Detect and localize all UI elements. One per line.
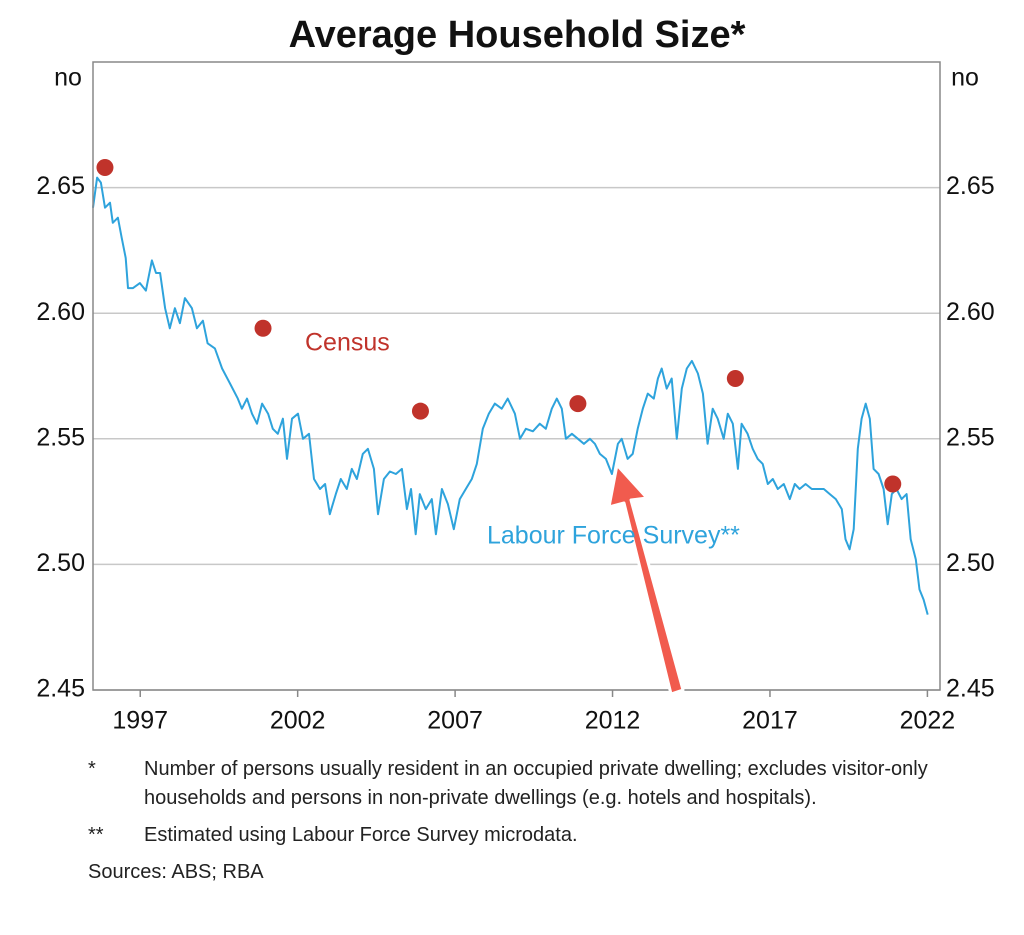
x-tick-label: 1997: [112, 707, 168, 735]
y2-tick-label: 2.65: [946, 172, 995, 200]
marks: [92, 159, 929, 615]
notes: * Number of persons usually resident in a…: [88, 755, 948, 887]
chart-title: Average Household Size*: [289, 14, 746, 56]
census-point: [884, 475, 902, 493]
x-tick-label: 2002: [270, 707, 326, 735]
y2-tick-label: 2.55: [946, 423, 995, 451]
y2-tick-label: 2.60: [946, 298, 995, 326]
census-point: [726, 370, 744, 388]
note: * Number of persons usually resident in a…: [88, 755, 948, 813]
series-line: [92, 176, 929, 615]
y2-tick-label: 2.50: [946, 549, 995, 577]
census-point: [411, 402, 429, 420]
grid: [93, 186, 940, 691]
sources: Sources: ABS; RBA: [88, 861, 264, 883]
y-unit-right: no: [951, 64, 979, 92]
x-tick-label: 2012: [585, 707, 641, 735]
series-label: Labour Force Survey**: [487, 522, 740, 550]
chart: Average Household Size* no no 2.45 2.45 2.…: [36, 14, 995, 735]
series-label: Census: [305, 329, 390, 357]
y2-tick-label: 2.45: [946, 675, 995, 703]
y-tick-label: 2.50: [36, 549, 85, 577]
y-tick-label: 2.55: [36, 423, 85, 451]
note: ** Estimated using Labour Force Survey mi…: [88, 821, 948, 850]
plot-frame: [92, 61, 941, 691]
note-text: Number of persons usually resident in an…: [144, 758, 928, 809]
x-tick-label: 2007: [427, 707, 483, 735]
x-tick-label: 2022: [900, 707, 956, 735]
note-marker: **: [88, 824, 104, 846]
note-text: Estimated using Labour Force Survey micr…: [144, 824, 578, 846]
note-marker: *: [88, 758, 96, 780]
y-tick-label: 2.65: [36, 172, 85, 200]
y-tick-label: 2.45: [36, 675, 85, 703]
census-point: [569, 395, 587, 413]
y-tick-label: 2.60: [36, 298, 85, 326]
arrow: [607, 463, 685, 696]
arrow-shape: [607, 463, 685, 696]
y-unit-left: no: [54, 64, 82, 92]
census-point: [96, 159, 114, 177]
x-tick-label: 2017: [742, 707, 798, 735]
census-point: [254, 319, 272, 337]
